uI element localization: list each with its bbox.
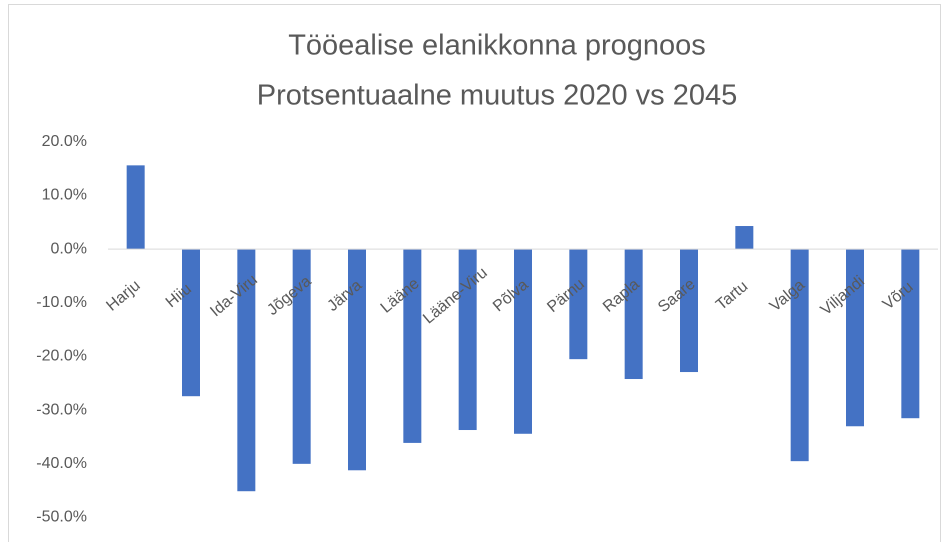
y-tick-label: 10.0% [42, 187, 87, 204]
y-tick-label: -10.0% [36, 294, 87, 311]
y-tick-label: -30.0% [36, 401, 87, 418]
chart-title: Tööealise elanikkonna prognoos [288, 30, 706, 62]
y-tick-label: 20.0% [42, 133, 87, 150]
bar [735, 226, 754, 250]
y-tick-label: -50.0% [36, 509, 87, 526]
bar [458, 249, 477, 431]
y-tick-label: 0.0% [51, 240, 87, 257]
chart-subtitle: Protsentuaalne muutus 2020 vs 2045 [257, 80, 737, 112]
bar [790, 249, 809, 462]
bar [901, 249, 920, 419]
bar [292, 249, 311, 464]
y-tick-label: -20.0% [36, 348, 87, 365]
bar [624, 249, 643, 380]
bar [348, 249, 366, 471]
bar [569, 249, 588, 360]
bar [846, 249, 864, 427]
bar [237, 249, 256, 492]
bar [680, 249, 698, 373]
bar [403, 249, 422, 443]
bar [514, 249, 532, 434]
y-tick-label: -40.0% [36, 455, 87, 472]
bar [182, 249, 200, 397]
bar [126, 165, 145, 250]
